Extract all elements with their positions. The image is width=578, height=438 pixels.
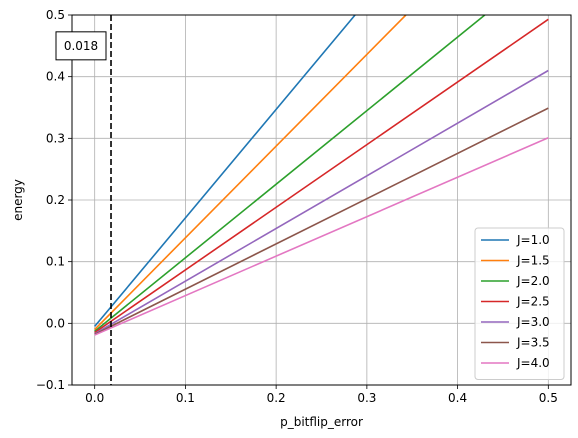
y-tick-label: 0.0: [46, 316, 65, 330]
x-tick-label: 0.5: [539, 391, 558, 405]
legend-label: J=3.5: [516, 336, 550, 350]
series-line-J-1-0: [94, 15, 356, 327]
legend-label: J=3.0: [516, 315, 550, 329]
y-tick-label: 0.5: [46, 8, 65, 22]
series-line-J-2-0: [94, 15, 486, 332]
y-tick-label: 0.4: [46, 70, 65, 84]
y-tick-label: 0.3: [46, 131, 65, 145]
x-tick-label: 0.2: [267, 391, 286, 405]
legend: J=1.0 J=1.5 J=2.0 J=2.5 J=3.0 J=3.5 J=4.0: [474, 227, 565, 380]
x-axis: 0.0 0.1 0.2 0.3 0.4 0.5: [85, 385, 558, 405]
annotation-text: 0.018: [64, 39, 98, 53]
y-axis-label: energy: [11, 179, 25, 221]
legend-label: J=4.0: [516, 356, 550, 370]
series-line-J-2-5: [94, 18, 549, 334]
vline-annotation: 0.018: [55, 31, 107, 61]
series-line-J-3-5: [94, 107, 549, 336]
legend-label: J=2.0: [516, 274, 550, 288]
legend-label: J=1.0: [516, 233, 550, 247]
series-lines: [94, 15, 549, 336]
x-axis-label: p_bitflip_error: [280, 415, 363, 429]
x-tick-label: 0.0: [85, 391, 104, 405]
y-axis: −0.1 0.0 0.1 0.2 0.3 0.4 0.5: [36, 8, 72, 392]
legend-box: [474, 227, 565, 380]
x-tick-label: 0.1: [176, 391, 195, 405]
legend-label: J=1.5: [516, 254, 550, 268]
series-line-J-4-0: [94, 136, 549, 336]
series-line-J-1-5: [94, 15, 407, 331]
y-tick-label: 0.2: [46, 193, 65, 207]
y-tick-label: 0.1: [46, 255, 65, 269]
y-tick-label: −0.1: [36, 378, 65, 392]
annotation-box: [55, 31, 107, 61]
x-tick-label: 0.4: [448, 391, 467, 405]
x-tick-label: 0.3: [357, 391, 376, 405]
legend-label: J=2.5: [516, 295, 550, 309]
series-line-J-3-0: [94, 69, 549, 335]
